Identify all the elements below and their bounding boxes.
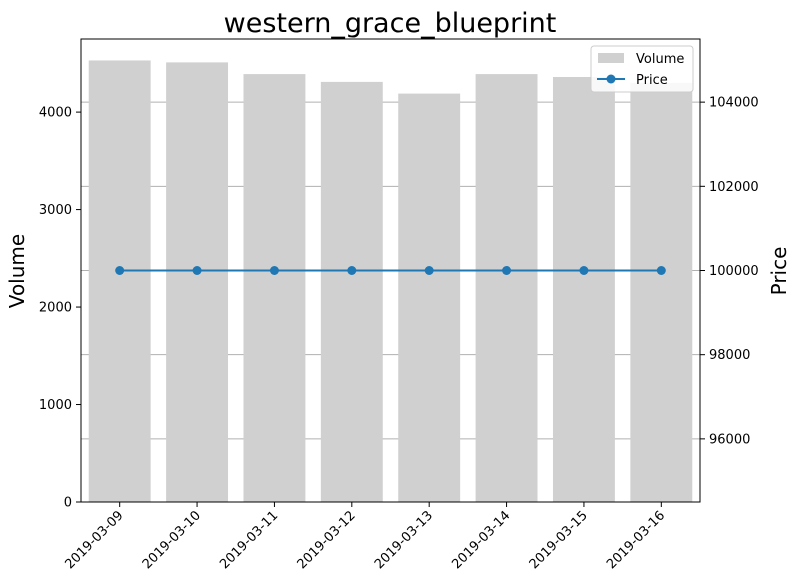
y-right-tick-label: 98000 bbox=[709, 348, 750, 363]
x-axis: 2019-03-09 2019-03-10 2019-03-11 2019-03-12… bbox=[62, 502, 668, 572]
legend-label-price: Price bbox=[636, 73, 668, 88]
y-left-tick-label: 1000 bbox=[39, 398, 72, 413]
point-price-2019-03-12 bbox=[347, 266, 357, 275]
point-price-2019-03-10 bbox=[192, 266, 202, 275]
y-axis-left-title: Volume bbox=[5, 234, 29, 308]
x-tick-label: 2019-03-09 bbox=[62, 508, 126, 572]
point-price-2019-03-09 bbox=[115, 266, 125, 275]
bar-volume-2019-03-16 bbox=[630, 82, 693, 502]
x-tick-label: 2019-03-16 bbox=[604, 508, 668, 572]
y-axis-left: 0 1000 2000 3000 4000 bbox=[39, 106, 81, 511]
x-tick-label: 2019-03-14 bbox=[449, 508, 513, 572]
y-right-tick-label: 102000 bbox=[709, 180, 759, 195]
y-right-tick-label: 100000 bbox=[709, 264, 759, 279]
x-tick-label: 2019-03-11 bbox=[217, 508, 281, 572]
bar-volume-2019-03-15 bbox=[552, 77, 615, 502]
bar-volume-2019-03-09 bbox=[88, 60, 151, 502]
bar-volume-2019-03-12 bbox=[320, 81, 383, 502]
x-tick-label: 2019-03-15 bbox=[527, 508, 591, 572]
legend: Volume Price bbox=[590, 45, 694, 93]
y-axis-right-title: Price bbox=[767, 247, 791, 296]
chart-title: western_grace_blueprint bbox=[224, 8, 557, 39]
y-right-tick-label: 104000 bbox=[709, 96, 759, 111]
point-price-2019-03-15 bbox=[579, 266, 589, 275]
x-tick-label: 2019-03-13 bbox=[372, 508, 436, 572]
bar-volume-2019-03-10 bbox=[166, 62, 229, 503]
volume-bars bbox=[88, 60, 693, 503]
y-axis-right: 96000 98000 100000 102000 104000 bbox=[700, 96, 759, 447]
y-left-tick-label: 4000 bbox=[39, 106, 72, 121]
bar-volume-2019-03-13 bbox=[398, 93, 461, 502]
point-price-2019-03-14 bbox=[502, 266, 512, 275]
y-left-tick-label: 2000 bbox=[39, 301, 72, 316]
bar-volume-2019-03-11 bbox=[243, 74, 306, 503]
point-price-2019-03-13 bbox=[424, 266, 434, 275]
x-tick-label: 2019-03-10 bbox=[140, 508, 204, 572]
x-tick-label: 2019-03-12 bbox=[295, 508, 359, 572]
legend-marker-price bbox=[606, 74, 616, 84]
legend-swatch-volume bbox=[598, 53, 624, 63]
legend-label-volume: Volume bbox=[636, 52, 684, 67]
point-price-2019-03-16 bbox=[656, 266, 666, 275]
y-left-tick-label: 0 bbox=[64, 496, 72, 511]
price-line-series bbox=[115, 266, 666, 275]
y-right-tick-label: 96000 bbox=[709, 432, 750, 447]
y-left-tick-label: 3000 bbox=[39, 203, 72, 218]
point-price-2019-03-11 bbox=[269, 266, 279, 275]
bar-volume-2019-03-14 bbox=[475, 74, 538, 503]
